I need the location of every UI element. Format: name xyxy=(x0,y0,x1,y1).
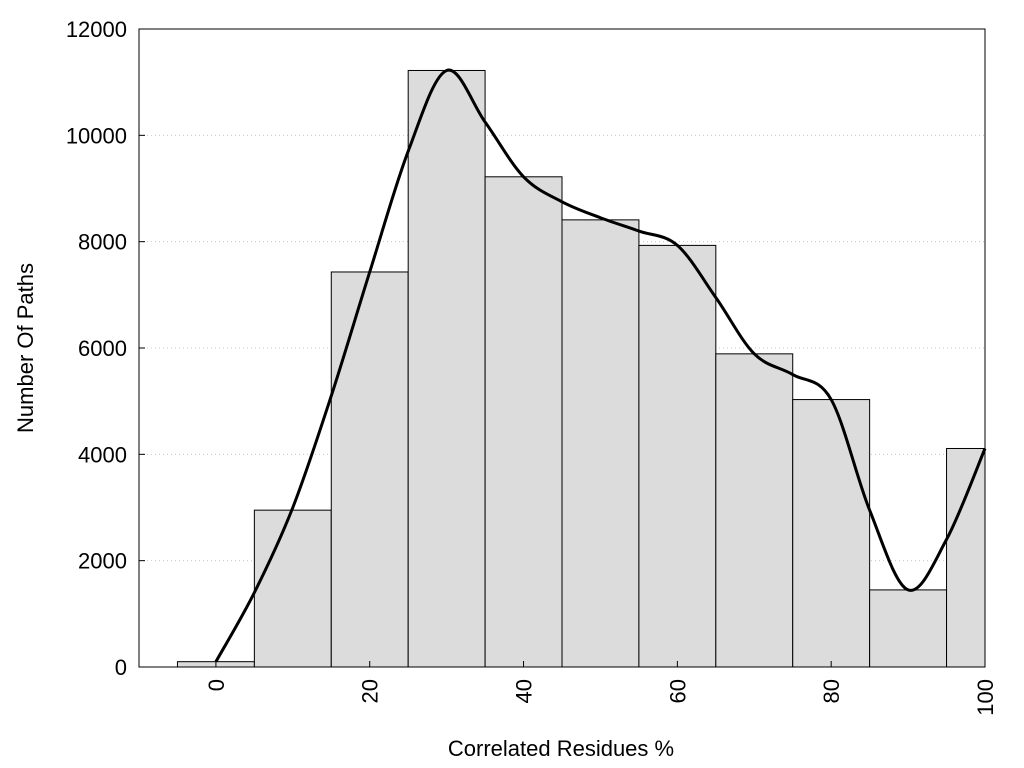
histogram-bar xyxy=(792,399,871,668)
histogram-bar xyxy=(407,69,486,668)
x-tick-label: 80 xyxy=(819,679,844,703)
histogram-bar xyxy=(484,176,563,668)
histogram-bar xyxy=(330,271,409,668)
smoothed-curve xyxy=(214,68,987,663)
y-tick-label: 2000 xyxy=(78,549,127,574)
histogram-bar xyxy=(869,589,948,668)
histogram-bar xyxy=(638,244,717,668)
histogram-bar xyxy=(253,509,332,668)
x-tick-label: 100 xyxy=(973,679,998,716)
x-tick-label: 40 xyxy=(512,679,537,703)
y-axis-title: Number Of Paths xyxy=(13,263,38,433)
x-axis-title: Correlated Residues % xyxy=(448,736,674,761)
histogram-bar xyxy=(561,219,640,668)
y-axis: 0 2000 4000 6000 8000 10000 12000 xyxy=(66,17,145,680)
x-tick-label: 60 xyxy=(665,679,690,703)
histogram-bar xyxy=(946,447,986,668)
x-tick-label: 20 xyxy=(358,679,383,703)
y-tick-label: 12000 xyxy=(66,17,127,42)
x-axis: 0 20 40 60 80 100 xyxy=(204,661,998,716)
y-tick-label: 10000 xyxy=(66,123,127,148)
y-tick-label: 6000 xyxy=(78,336,127,361)
y-tick-label: 0 xyxy=(115,655,127,680)
histogram-bars xyxy=(176,69,986,668)
histogram-bar xyxy=(715,353,794,668)
y-tick-label: 8000 xyxy=(78,230,127,255)
x-tick-label: 0 xyxy=(204,679,229,691)
y-tick-label: 4000 xyxy=(78,442,127,467)
